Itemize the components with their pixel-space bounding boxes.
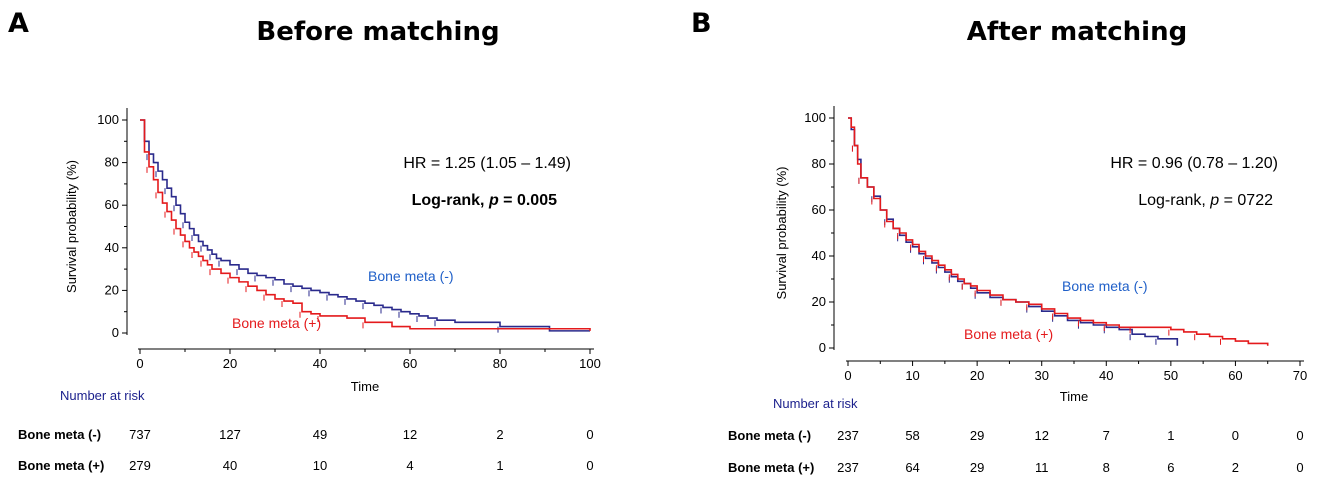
- series-line-bone-meta-neg: [848, 117, 1179, 346]
- x-axis-label: Time: [1060, 389, 1088, 404]
- risk-value: 2: [496, 427, 503, 442]
- risk-value: 29: [970, 428, 984, 443]
- x-tick-label: 0: [136, 356, 143, 371]
- x-tick-label: 20: [223, 356, 237, 371]
- logrank-text-a: Log-rank, p = 0.005: [412, 192, 558, 209]
- risk-value: 0: [1232, 428, 1239, 443]
- risk-value: 4: [406, 458, 413, 473]
- risk-value: 12: [1034, 428, 1048, 443]
- risk-value: 237: [837, 460, 859, 475]
- risk-value: 0: [586, 427, 593, 442]
- x-tick-label: 0: [844, 368, 851, 383]
- risk-value: 1: [1167, 428, 1174, 443]
- risk-value: 0: [1296, 460, 1303, 475]
- risk-value: 279: [129, 458, 151, 473]
- risk-value: 127: [219, 427, 241, 442]
- risk-value: 2: [1232, 460, 1239, 475]
- risk-value: 40: [223, 458, 237, 473]
- logrank-text-b: Log-rank, p = 0722: [1138, 192, 1273, 209]
- x-tick-label: 70: [1293, 368, 1307, 383]
- logrank-prefix-a: Log-rank,: [412, 192, 489, 209]
- series-label-bone-meta-neg: Bone meta (-): [368, 268, 454, 284]
- risk-value: 0: [586, 458, 593, 473]
- risk-row-label: Bone meta (-): [728, 428, 811, 443]
- y-tick-label: 60: [812, 202, 826, 217]
- x-tick-label: 40: [313, 356, 327, 371]
- y-axis-label: Survival probability (%): [774, 167, 789, 300]
- x-tick-label: 100: [579, 356, 601, 371]
- x-tick-label: 10: [905, 368, 919, 383]
- y-tick-label: 20: [105, 282, 119, 297]
- panel-letter-a: A: [8, 8, 29, 39]
- y-tick-label: 100: [97, 112, 119, 127]
- panel-letter-b: B: [691, 8, 712, 39]
- y-tick-label: 0: [112, 325, 119, 340]
- risk-value: 11: [1035, 460, 1049, 475]
- risk-value: 237: [837, 428, 859, 443]
- risk-value: 7: [1103, 428, 1110, 443]
- x-tick-label: 60: [1228, 368, 1242, 383]
- risk-value: 29: [970, 460, 984, 475]
- series-line-bone-meta-pos: [848, 117, 1269, 346]
- p-label-b: p: [1209, 192, 1219, 209]
- risk-table-title: Number at risk: [60, 388, 145, 403]
- risk-table-title: Number at risk: [773, 396, 858, 411]
- risk-value: 64: [905, 460, 919, 475]
- risk-value: 10: [313, 458, 327, 473]
- hr-text-a: HR = 1.25 (1.05 – 1.49): [403, 155, 571, 172]
- y-tick-label: 80: [812, 156, 826, 171]
- risk-value: 8: [1103, 460, 1110, 475]
- series-label-bone-meta-pos: Bone meta (+): [964, 326, 1053, 342]
- risk-value: 58: [905, 428, 919, 443]
- risk-value: 6: [1167, 460, 1174, 475]
- series-label-bone-meta-pos: Bone meta (+): [232, 315, 321, 331]
- x-tick-label: 40: [1099, 368, 1113, 383]
- x-tick-label: 50: [1164, 368, 1178, 383]
- risk-value: 737: [129, 427, 151, 442]
- y-tick-label: 80: [105, 155, 119, 170]
- series-label-bone-meta-neg: Bone meta (-): [1062, 278, 1148, 294]
- panel-title-b: After matching: [967, 17, 1187, 47]
- risk-row-label: Bone meta (-): [18, 427, 101, 442]
- risk-value: 0: [1296, 428, 1303, 443]
- logrank-prefix-b: Log-rank,: [1138, 192, 1210, 209]
- risk-value: 12: [403, 427, 417, 442]
- y-tick-label: 60: [105, 197, 119, 212]
- p-value-b: = 0722: [1219, 192, 1273, 209]
- y-tick-label: 40: [812, 248, 826, 263]
- y-tick-label: 40: [105, 240, 119, 255]
- x-tick-label: 60: [403, 356, 417, 371]
- x-axis-label: Time: [351, 379, 379, 394]
- risk-value: 49: [313, 427, 327, 442]
- risk-row-label: Bone meta (+): [18, 458, 104, 473]
- x-tick-label: 30: [1034, 368, 1048, 383]
- p-value-a: = 0.005: [499, 192, 557, 209]
- risk-row-label: Bone meta (+): [728, 460, 814, 475]
- y-tick-label: 0: [819, 340, 826, 355]
- hr-text-b: HR = 0.96 (0.78 – 1.20): [1110, 155, 1278, 172]
- series-line-bone-meta-pos: [140, 119, 591, 331]
- risk-value: 1: [496, 458, 503, 473]
- panel-title-a: Before matching: [256, 17, 499, 47]
- y-tick-label: 100: [804, 110, 826, 125]
- y-tick-label: 20: [812, 294, 826, 309]
- x-tick-label: 80: [493, 356, 507, 371]
- y-axis-label: Survival probability (%): [64, 160, 79, 293]
- series-line-bone-meta-neg: [140, 119, 590, 332]
- p-label-a: p: [488, 192, 499, 209]
- x-tick-label: 20: [970, 368, 984, 383]
